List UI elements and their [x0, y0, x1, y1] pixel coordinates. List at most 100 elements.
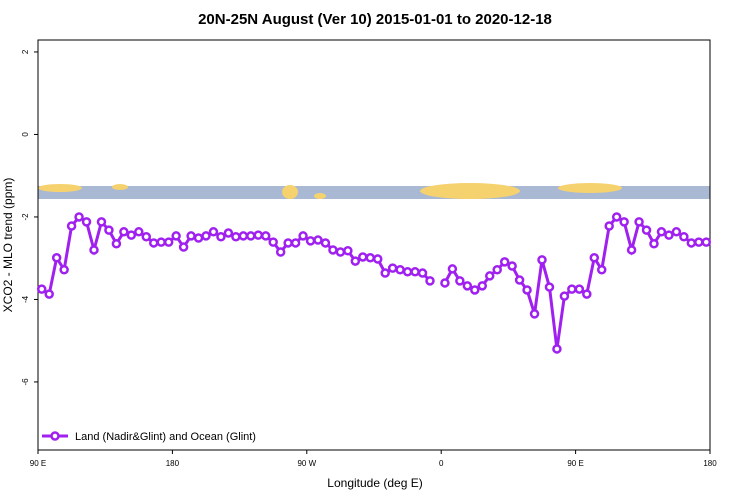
point: [290, 238, 301, 248]
point: [440, 278, 450, 288]
plot-frame: [37, 39, 711, 451]
point: [208, 227, 219, 237]
point: [410, 267, 420, 277]
y-tick-label: 0: [21, 132, 30, 137]
point: [350, 256, 361, 266]
point: [529, 309, 540, 319]
legend-label: Land (Nadir&Glint) and Ocean (Glint): [75, 431, 256, 443]
point: [484, 271, 495, 281]
point: [626, 245, 637, 255]
point: [395, 264, 405, 275]
point: [119, 227, 129, 237]
y-tick-label: -2: [21, 213, 30, 221]
point: [178, 242, 189, 252]
point: [679, 232, 689, 242]
point: [641, 225, 652, 235]
point: [148, 238, 159, 248]
point: [552, 344, 562, 354]
point: [559, 291, 570, 301]
point: [470, 285, 480, 295]
x-axis-label: Longitude (deg E): [327, 476, 422, 490]
point: [268, 237, 278, 247]
point: [604, 221, 614, 231]
point: [134, 227, 144, 237]
point: [186, 231, 196, 241]
point: [156, 237, 166, 247]
y-tick-label: 2: [21, 49, 30, 54]
point: [51, 253, 62, 263]
point: [283, 238, 293, 248]
point: [201, 231, 211, 241]
point: [664, 230, 674, 240]
point: [522, 285, 532, 295]
point: [537, 255, 547, 265]
point: [514, 275, 525, 285]
legend-marker: [50, 431, 60, 441]
point: [59, 264, 69, 275]
point: [671, 227, 682, 237]
point: [231, 232, 241, 242]
point: [328, 245, 338, 255]
point: [649, 239, 659, 249]
point: [372, 254, 383, 264]
point: [223, 228, 234, 238]
point: [455, 276, 465, 286]
point: [260, 231, 271, 241]
point: [447, 264, 458, 274]
point: [634, 217, 644, 227]
point: [320, 238, 331, 248]
point: [425, 276, 435, 286]
map-strip: [38, 183, 710, 199]
y-tick-label: -4: [21, 295, 30, 303]
point: [238, 231, 249, 241]
chart-title: 20N-25N August (Ver 10) 2015-01-01 to 20…: [198, 11, 552, 28]
point: [96, 217, 107, 227]
point: [305, 236, 316, 246]
point: [313, 235, 323, 245]
legend: Land (Nadir&Glint) and Ocean (Glint): [42, 431, 256, 443]
point: [335, 247, 346, 257]
point: [492, 264, 502, 275]
point: [402, 267, 413, 277]
point: [694, 237, 704, 247]
point: [36, 284, 47, 294]
y-tick-label: -6: [21, 378, 30, 386]
point: [89, 245, 99, 255]
point: [619, 217, 629, 227]
point: [596, 264, 607, 275]
x-tick-label: 90 W: [297, 459, 316, 468]
point: [611, 212, 622, 222]
point: [701, 237, 712, 247]
point: [171, 231, 181, 241]
point: [507, 261, 517, 271]
point: [656, 227, 667, 237]
point: [253, 230, 264, 240]
point: [380, 268, 390, 278]
point: [81, 217, 92, 227]
x-tick-label: 90 E: [567, 459, 583, 468]
x-tick-label: 0: [439, 459, 444, 468]
point: [275, 247, 286, 257]
point: [246, 231, 256, 241]
point: [417, 268, 428, 278]
point: [66, 221, 77, 231]
point: [74, 212, 84, 222]
point: [126, 230, 137, 240]
point: [462, 281, 473, 291]
point: [686, 238, 697, 248]
x-tick-label: 180: [703, 459, 717, 468]
point: [298, 231, 308, 241]
point: [544, 282, 555, 292]
point: [104, 225, 114, 235]
point: [111, 239, 122, 249]
point: [141, 232, 152, 242]
point: [499, 257, 510, 267]
point: [589, 253, 600, 263]
point: [365, 253, 376, 263]
point: [567, 284, 577, 294]
point: [163, 237, 174, 247]
point: [358, 252, 368, 262]
point: [477, 281, 488, 291]
x-tick-label: 180: [166, 459, 180, 468]
